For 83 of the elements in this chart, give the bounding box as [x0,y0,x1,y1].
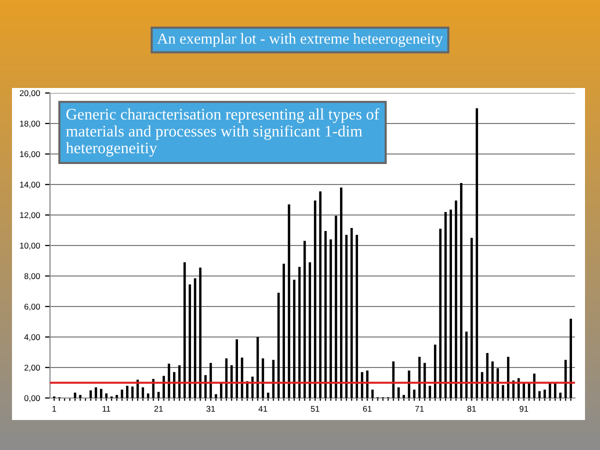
bar [476,108,478,398]
bar [314,200,316,398]
y-tick-label: 20,00 [20,90,40,98]
bar [100,388,102,398]
bar [444,212,447,398]
bar [262,358,264,398]
bar [460,182,462,398]
bar [392,361,395,398]
bar [220,382,222,398]
bar [397,387,400,398]
bar [173,372,176,398]
bar [402,394,405,398]
y-tick-label: 6,00 [24,304,40,311]
bar [230,365,233,398]
bar [486,353,488,398]
bar [90,390,92,398]
bar [480,372,484,398]
y-tick-label: 16,00 [20,151,40,158]
y-tick-label: 12,00 [20,212,40,220]
bar [183,262,186,398]
bar [79,394,82,398]
bar [434,344,436,398]
x-tick-label: 71 [415,406,424,412]
bar [225,358,228,398]
bar [146,393,150,398]
bar [356,234,358,398]
bar [256,337,259,398]
y-tick-label: 8,00 [24,273,40,280]
bar [522,384,526,398]
bar [116,394,118,398]
bar [544,390,546,398]
chart-title: An exemplar lot - with extreme heteerogeneity [157,33,443,47]
x-tick-label: 61 [363,406,372,412]
bar [178,365,181,398]
annotation: Generic characterisation representing all types of materials and processes with significant 1-dim heterogeneitiy [66,108,380,157]
y-tick-label: 2,00 [24,364,40,372]
bar [188,284,192,398]
y-tick-label: 14,00 [20,182,40,189]
bar [304,240,306,398]
x-tick-label: 21 [154,406,163,412]
bar [450,210,452,398]
bar [439,228,442,398]
bar [360,372,364,398]
bar [345,234,348,398]
bar [293,280,296,398]
x-tick-label: 81 [467,406,476,412]
bar [330,239,332,398]
x-tick-label: 11 [102,406,110,412]
x-tick-label: 91 [520,406,528,412]
y-tick-label: 0,00 [24,395,40,402]
bar [340,188,342,398]
bar [210,362,212,398]
bar [277,292,280,398]
y-tick-label: 4,00 [24,334,40,342]
x-tick-label: 31 [206,406,215,412]
x-tick-label: 41 [258,406,268,412]
bar [533,374,536,398]
bar [350,228,353,398]
y-tick-label: 18,00 [20,120,40,128]
y-tick-label: 10,00 [20,242,40,250]
bar [564,360,567,398]
bar [266,392,270,398]
bar [559,392,562,398]
bar [199,268,202,398]
bar [413,390,416,398]
bar [470,238,473,398]
bar [319,191,322,398]
x-tick-label: 1 [52,406,56,412]
bar [428,386,432,398]
bar [272,360,275,398]
bar [570,318,572,398]
bar [142,387,144,398]
bar [507,356,510,398]
bar [282,264,285,398]
bar [194,278,196,398]
bar [366,370,368,398]
bar [105,393,108,398]
x-tick-label: 51 [310,406,320,412]
bar [496,368,499,398]
bar [424,362,426,398]
bar [126,386,128,398]
bar [236,339,238,398]
bar [308,262,312,398]
